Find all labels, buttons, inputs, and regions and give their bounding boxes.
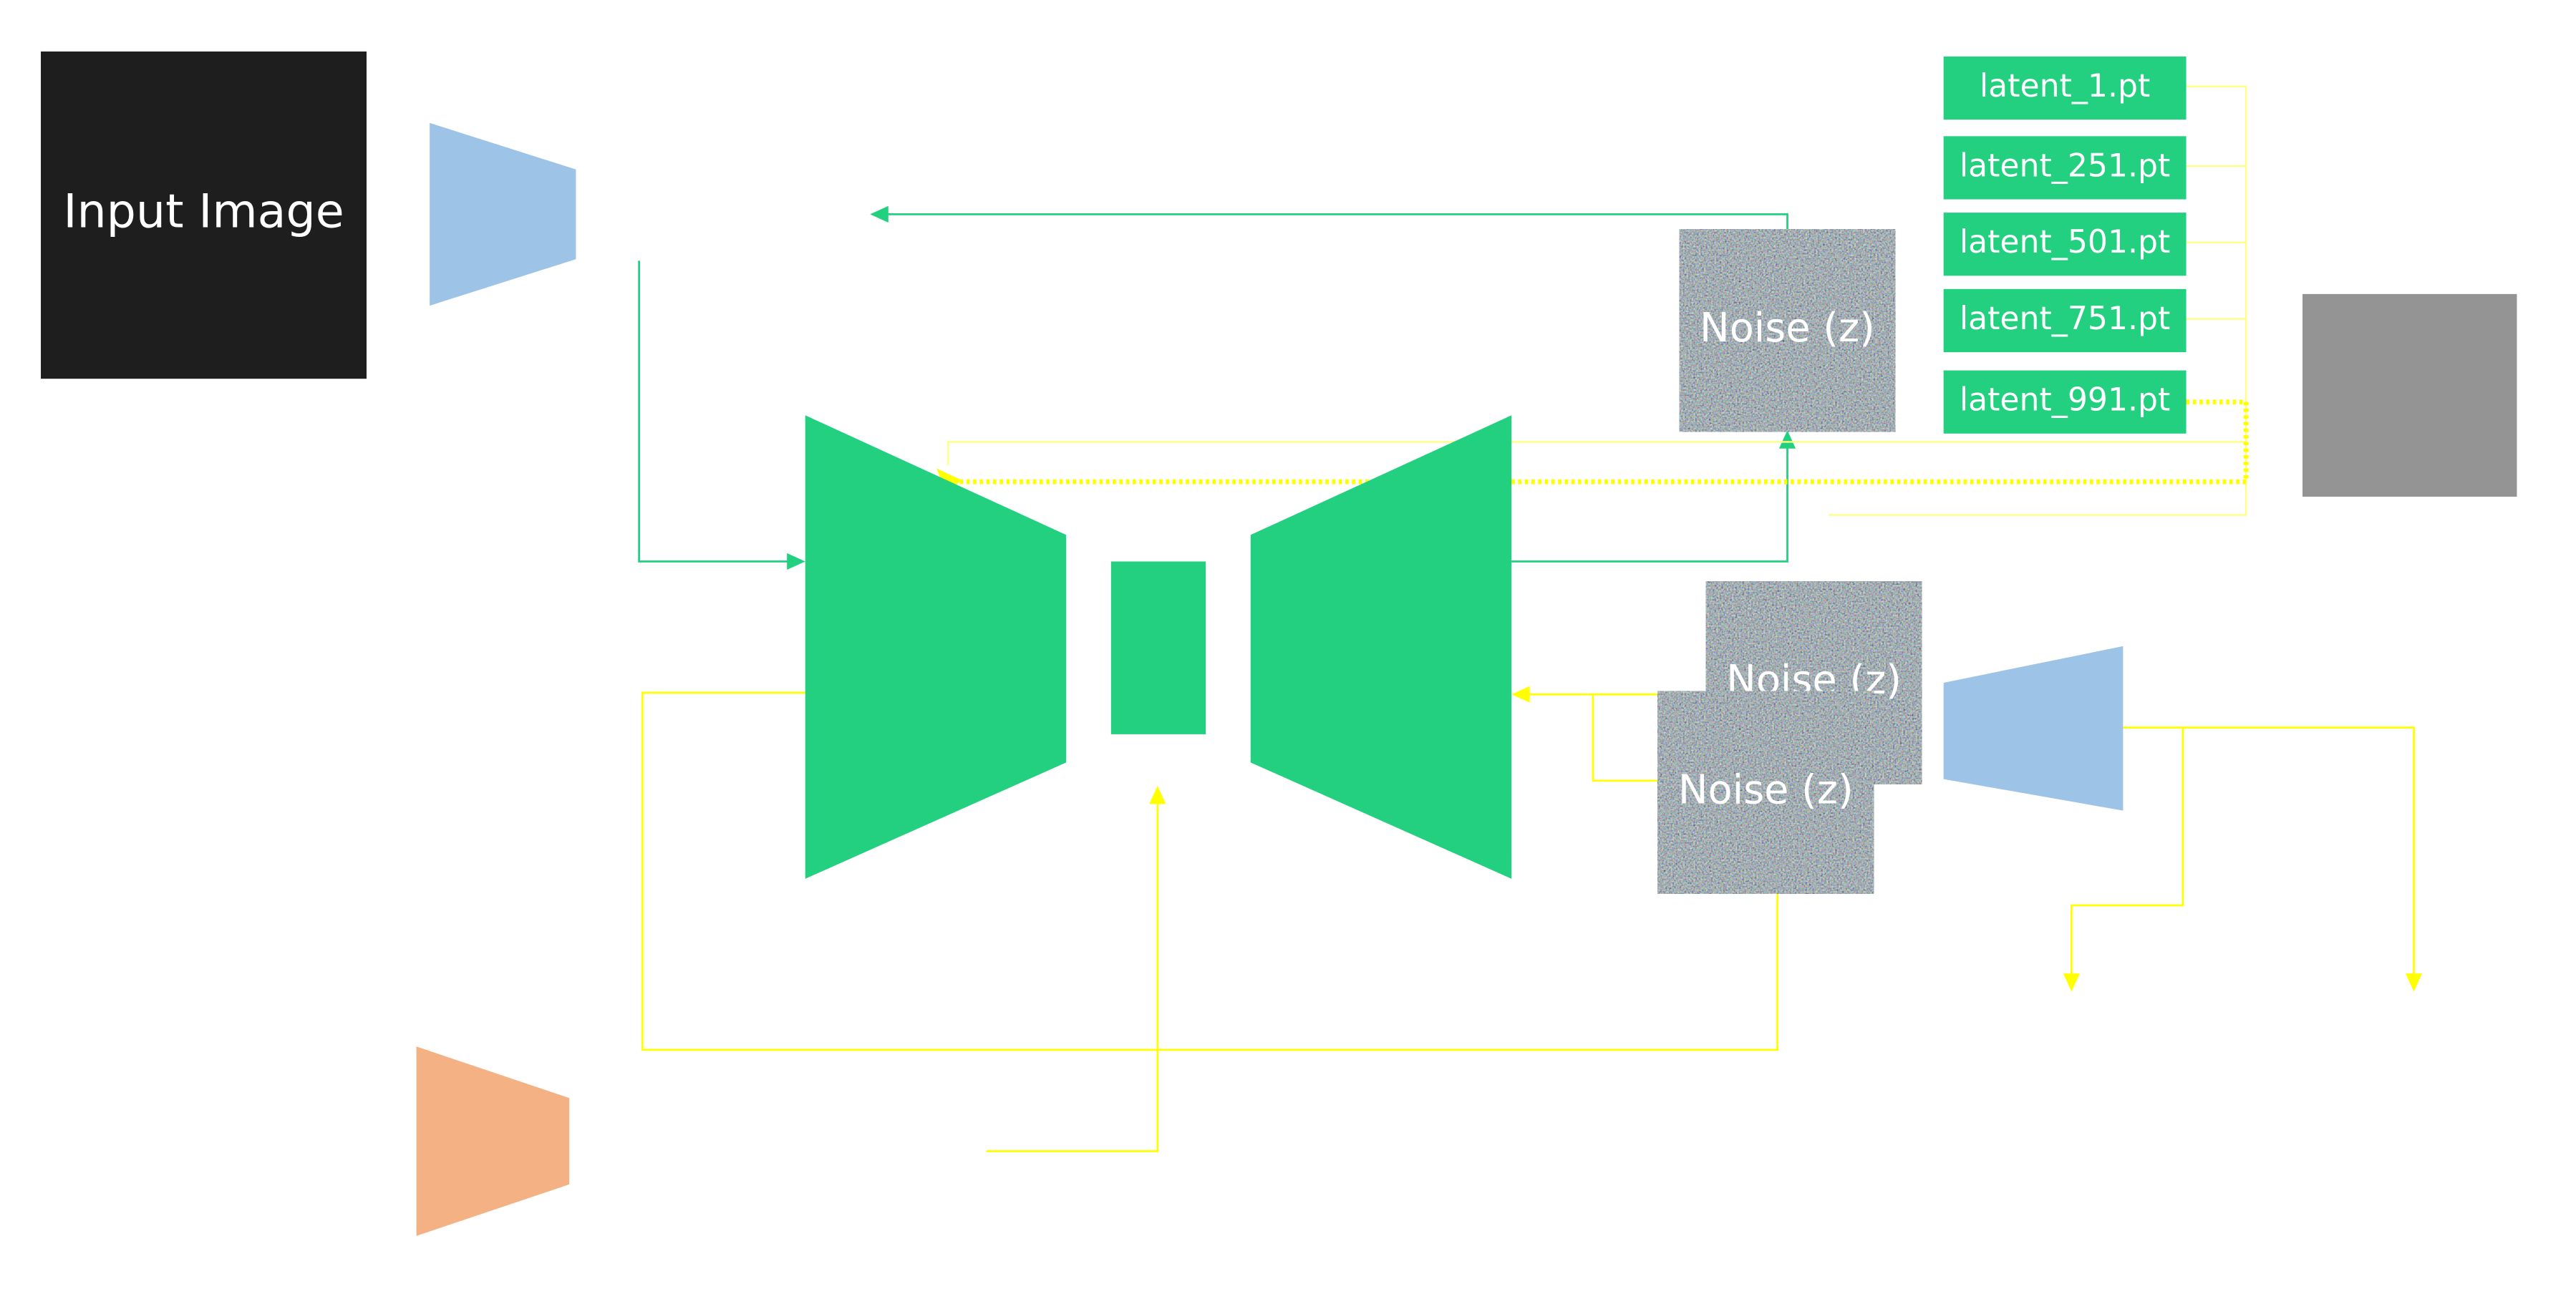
- latent-file-box: latent_501.pt: [1943, 213, 2187, 276]
- latent-file-label: latent_1.pt: [1980, 68, 2150, 104]
- right-encoder-shape: [1943, 646, 2124, 811]
- yellow-connector-noise-to-unet: [1592, 693, 1706, 782]
- noise-block-top: Noise (z): [1679, 229, 1896, 432]
- connectors: [638, 85, 2423, 1152]
- noise-label: Noise (z): [1678, 767, 1854, 813]
- output-image-box: [2303, 293, 2517, 497]
- noise-label: Noise (z): [1700, 305, 1875, 351]
- unet-encoder: [805, 415, 1067, 879]
- latent-list: latent_1.pt latent_251.pt latent_501.pt …: [1943, 56, 2187, 434]
- latent-file-label: latent_251.pt: [1960, 147, 2170, 184]
- yellow-latent-bracket: [1829, 85, 2247, 516]
- latent-file-box: latent_991.pt: [1943, 370, 2187, 434]
- yellow-loop-bottom: [641, 691, 1778, 1051]
- arrowhead: [870, 205, 888, 223]
- input-image-box: Input Image: [41, 51, 367, 379]
- arrowhead: [936, 468, 962, 494]
- arrowhead: [1149, 785, 1166, 804]
- arrowhead: [2405, 973, 2423, 992]
- yellow-thin-return: [947, 441, 2247, 465]
- latent-file-label: latent_751.pt: [1960, 301, 2170, 337]
- arrowhead: [2063, 973, 2080, 992]
- noise-block-front: Noise (z): [1657, 691, 1874, 894]
- latent-file-label: latent_501.pt: [1960, 224, 2170, 261]
- green-connector-encoder-to-unet: [638, 261, 793, 563]
- unet-bottleneck: [1110, 561, 1206, 734]
- yellow-branch: [2070, 727, 2184, 977]
- yellow-branch: [2123, 726, 2415, 977]
- arrowhead: [1778, 430, 1796, 449]
- input-image-label: Input Image: [63, 185, 344, 238]
- image-encoder-shape: [430, 122, 576, 306]
- latent-file-box: latent_751.pt: [1943, 288, 2187, 353]
- green-connector-unet-to-noise: [1511, 442, 1788, 563]
- green-connector-noise-to-top: [885, 213, 1788, 230]
- unet-decoder: [1250, 415, 1512, 879]
- yellow-connector-to-bottleneck: [986, 800, 1159, 1152]
- latent-file-label: latent_991.pt: [1960, 382, 2170, 419]
- latent-file-box: latent_251.pt: [1943, 136, 2187, 200]
- arrowhead: [1511, 686, 1530, 703]
- yellow-dotted-latent-to-unet: [956, 399, 2249, 485]
- text-encoder-shape: [416, 1046, 570, 1236]
- arrowhead: [787, 553, 805, 570]
- unet: [805, 415, 1512, 879]
- latent-file-box: latent_1.pt: [1943, 56, 2187, 120]
